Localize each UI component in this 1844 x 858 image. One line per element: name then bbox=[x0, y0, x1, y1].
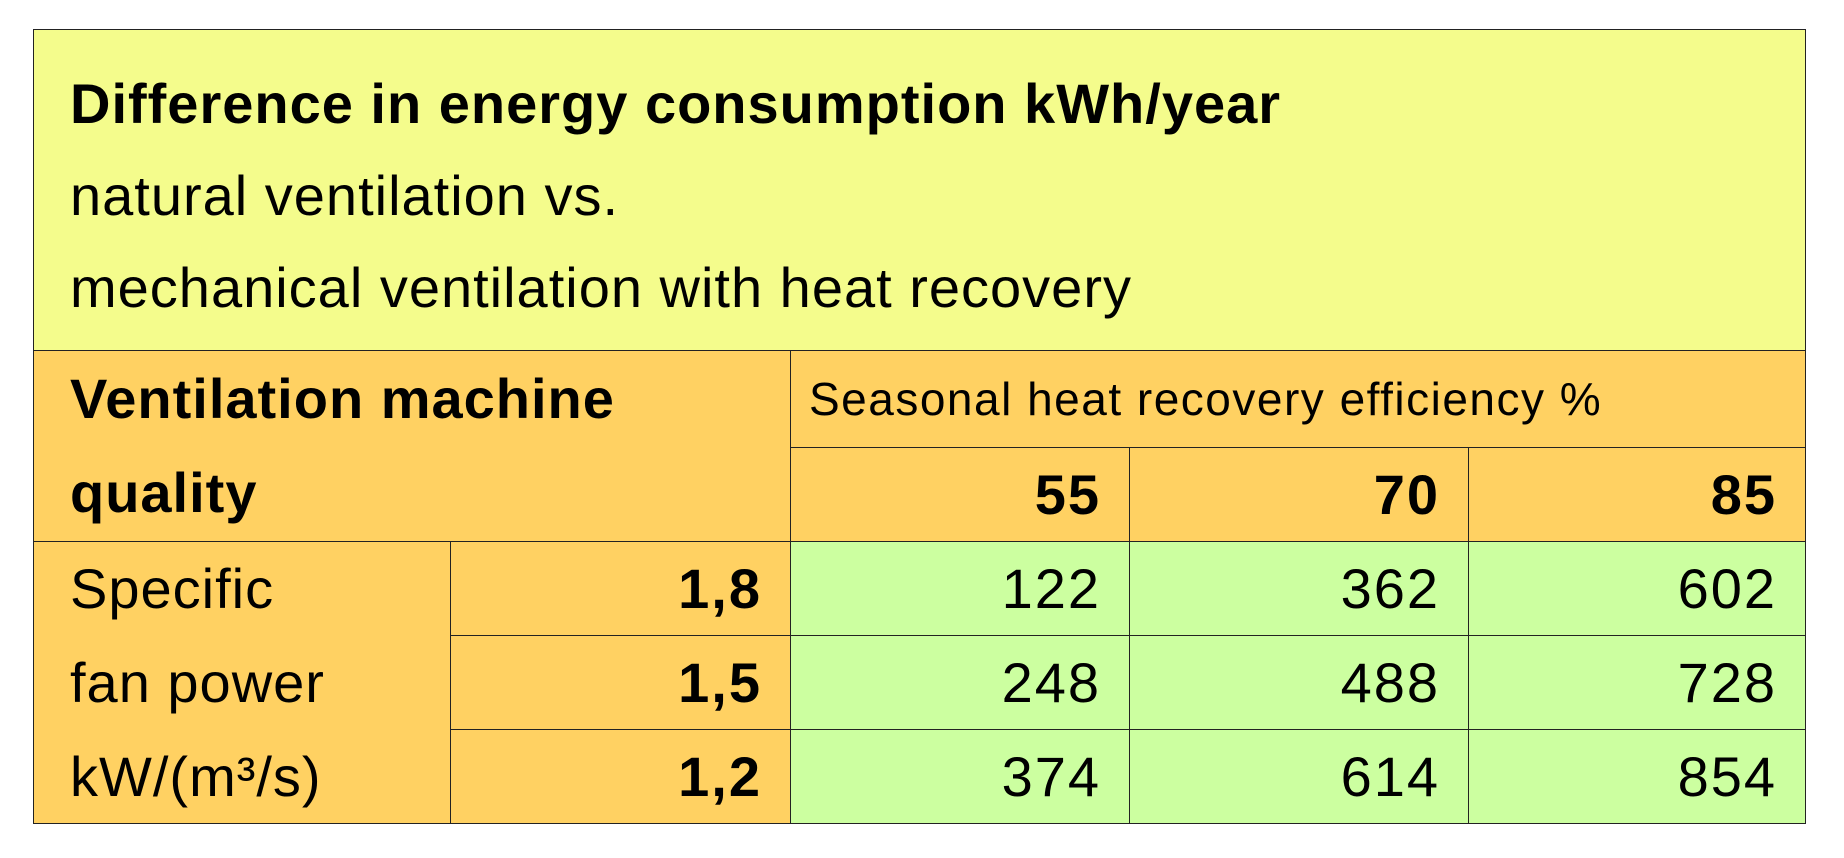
table-cell: 122 bbox=[791, 542, 1130, 636]
table-title: Difference in energy consumption kWh/yea… bbox=[34, 30, 1805, 351]
row-label-1-2: 1,2 bbox=[451, 730, 791, 823]
column-group-header: Seasonal heat recovery efficiency % bbox=[791, 351, 1805, 448]
row-group-line-2: fan power bbox=[70, 650, 325, 714]
column-header-55: 55 bbox=[791, 448, 1130, 542]
row-group-line-1: Specific bbox=[70, 556, 275, 620]
energy-table: Difference in energy consumption kWh/yea… bbox=[33, 29, 1806, 824]
table-cell: 602 bbox=[1469, 542, 1805, 636]
row-label-1-8: 1,8 bbox=[451, 542, 791, 636]
row-group-line-3: kW/(m³/s) bbox=[70, 744, 322, 808]
table-cell: 854 bbox=[1469, 730, 1805, 823]
table-cell: 374 bbox=[791, 730, 1130, 823]
row-header-line-1: Ventilation machine bbox=[70, 367, 615, 430]
row-group-label: Specific fan power kW/(m³/s) bbox=[34, 542, 451, 823]
column-header-85: 85 bbox=[1469, 448, 1805, 542]
table-cell: 248 bbox=[791, 636, 1130, 730]
title-line-2: natural ventilation vs. bbox=[70, 164, 620, 227]
row-header-label: Ventilation machine quality bbox=[34, 351, 791, 542]
table-cell: 488 bbox=[1130, 636, 1469, 730]
row-label-1-5: 1,5 bbox=[451, 636, 791, 730]
table-cell: 362 bbox=[1130, 542, 1469, 636]
title-line-1: Difference in energy consumption kWh/yea… bbox=[70, 72, 1282, 135]
table-cell: 728 bbox=[1469, 636, 1805, 730]
column-header-70: 70 bbox=[1130, 448, 1469, 542]
table-cell: 614 bbox=[1130, 730, 1469, 823]
row-header-line-2: quality bbox=[70, 461, 258, 524]
title-line-3: mechanical ventilation with heat recover… bbox=[70, 256, 1132, 319]
